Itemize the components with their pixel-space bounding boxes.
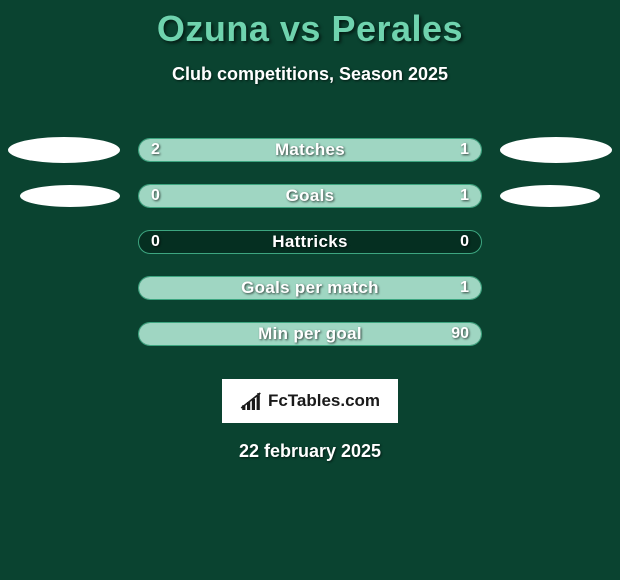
stat-row: Matches2 1 [0, 127, 620, 173]
stat-value-left: 0 [151, 185, 160, 207]
stat-rows: Matches21Goals01Hattricks00Goals per mat… [0, 127, 620, 357]
stat-value-right: 0 [460, 231, 469, 253]
player-left-marker [8, 137, 120, 163]
stat-row: Goals0 1 [0, 173, 620, 219]
stat-bar: Matches2 1 [138, 138, 482, 162]
stat-row: Min per goal90 [0, 311, 620, 357]
stat-label: Goals [139, 185, 481, 207]
stat-value-right: 1 [460, 185, 469, 207]
comparison-infographic: Ozuna vs Perales Club competitions, Seas… [0, 0, 620, 580]
barchart-icon [240, 390, 262, 412]
stat-label: Matches [139, 139, 481, 161]
stat-value-right: 1 [460, 277, 469, 299]
stat-bar: Goals0 1 [138, 184, 482, 208]
page-title: Ozuna vs Perales [0, 0, 620, 50]
date-label: 22 february 2025 [0, 441, 620, 462]
stat-row: Hattricks0 0 [0, 219, 620, 265]
stat-row: Goals per match1 [0, 265, 620, 311]
stat-label: Goals per match [139, 277, 481, 299]
stat-value-left: 2 [151, 139, 160, 161]
stat-value-right: 90 [451, 323, 469, 345]
stat-bar: Hattricks0 0 [138, 230, 482, 254]
player-left-marker [20, 185, 120, 207]
player-right-marker [500, 185, 600, 207]
stat-value-left: 0 [151, 231, 160, 253]
stat-bar: Min per goal90 [138, 322, 482, 346]
logo-box: FcTables.com [222, 379, 398, 423]
stat-value-right: 1 [460, 139, 469, 161]
stat-label: Hattricks [139, 231, 481, 253]
player-right-marker [500, 137, 612, 163]
subtitle: Club competitions, Season 2025 [0, 64, 620, 85]
logo-text: FcTables.com [268, 391, 380, 411]
stat-bar: Goals per match1 [138, 276, 482, 300]
stat-label: Min per goal [139, 323, 481, 345]
